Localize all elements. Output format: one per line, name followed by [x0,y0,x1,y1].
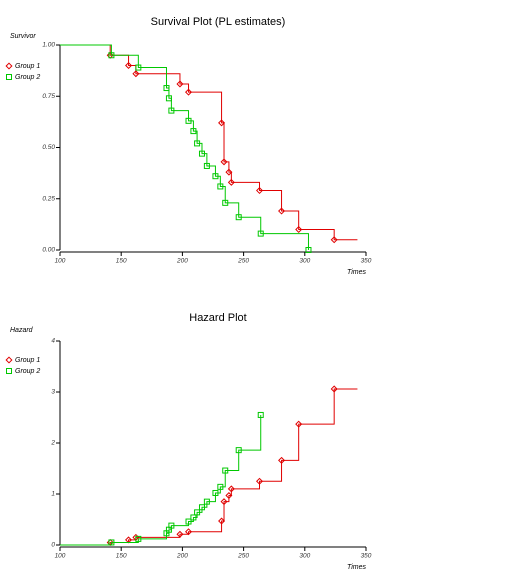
marker [168,107,175,114]
marker [5,356,13,364]
marker [176,530,184,538]
step-line [60,44,309,250]
y-tick-label: 0.75 [42,93,55,100]
legend-label: Group 2 [15,74,40,81]
marker [235,214,242,221]
marker [218,119,226,127]
marker [5,62,13,70]
x-tick-label: 300 [299,553,310,560]
marker [185,88,193,96]
marker [194,140,201,147]
marker [108,52,115,59]
chart-title: Survival Plot (PL estimates) [151,16,286,28]
marker [227,178,235,186]
marker [217,183,224,190]
marker [218,517,226,525]
x-tick-label: 150 [116,258,127,265]
x-axis-label: Times [347,269,366,276]
x-tick-label: 100 [55,258,66,265]
marker [194,509,201,516]
marker [330,236,338,244]
marker [6,74,12,80]
x-tick-label: 300 [299,258,310,265]
marker [198,504,205,511]
marker [305,247,312,253]
y-axis-label: Survivor [10,33,36,40]
marker [190,128,197,135]
marker [6,368,12,374]
marker [185,117,192,124]
marker [165,95,172,102]
step-line [60,44,358,241]
marker [220,158,228,166]
y-tick-label: 0.00 [42,247,55,254]
legend-label: Group 1 [15,63,40,70]
x-tick-label: 350 [361,553,372,560]
y-tick-label: 0.25 [42,195,55,202]
marker [225,492,233,500]
marker [125,61,133,70]
y-tick-label: 4 [51,338,55,345]
marker [203,498,210,505]
x-tick-label: 200 [176,553,188,560]
x-axis-label: Times [347,564,366,569]
marker [212,489,219,496]
marker [135,535,142,542]
marker [330,385,338,393]
marker [222,199,229,206]
marker [185,528,193,536]
y-axis-label: Hazard [10,327,34,334]
marker [132,70,140,78]
x-tick-label: 350 [361,258,372,265]
marker [278,207,286,215]
x-tick-label: 250 [237,258,249,265]
marker [217,483,224,490]
marker [163,85,170,92]
y-tick-label: 0 [51,542,55,549]
marker [227,485,235,493]
marker [108,539,115,546]
y-tick-label: 3 [51,389,55,396]
marker [257,230,264,237]
marker [185,518,192,525]
marker [190,514,197,521]
marker [225,168,233,176]
y-tick-label: 1.00 [42,42,55,49]
legend-label: Group 2 [15,368,40,375]
marker [220,498,228,506]
x-tick-label: 200 [176,258,188,265]
marker [198,150,205,157]
marker [256,477,264,485]
step-line [60,388,358,546]
marker [212,173,219,180]
marker [257,411,264,418]
marker [256,187,264,195]
chart-title: Hazard Plot [189,312,246,324]
y-tick-label: 0.50 [42,144,55,151]
x-tick-label: 250 [237,553,249,560]
marker [168,522,175,529]
marker [235,447,242,454]
marker [278,456,286,464]
x-tick-label: 100 [55,553,66,560]
y-tick-label: 1 [51,491,55,498]
step-line [60,414,262,546]
marker [176,80,184,88]
marker [203,162,210,169]
marker [295,225,303,234]
x-tick-label: 150 [116,553,127,560]
marker [222,467,229,474]
y-tick-label: 2 [50,440,55,447]
marker [295,420,303,428]
legend-label: Group 1 [15,357,40,364]
marker [135,64,142,71]
